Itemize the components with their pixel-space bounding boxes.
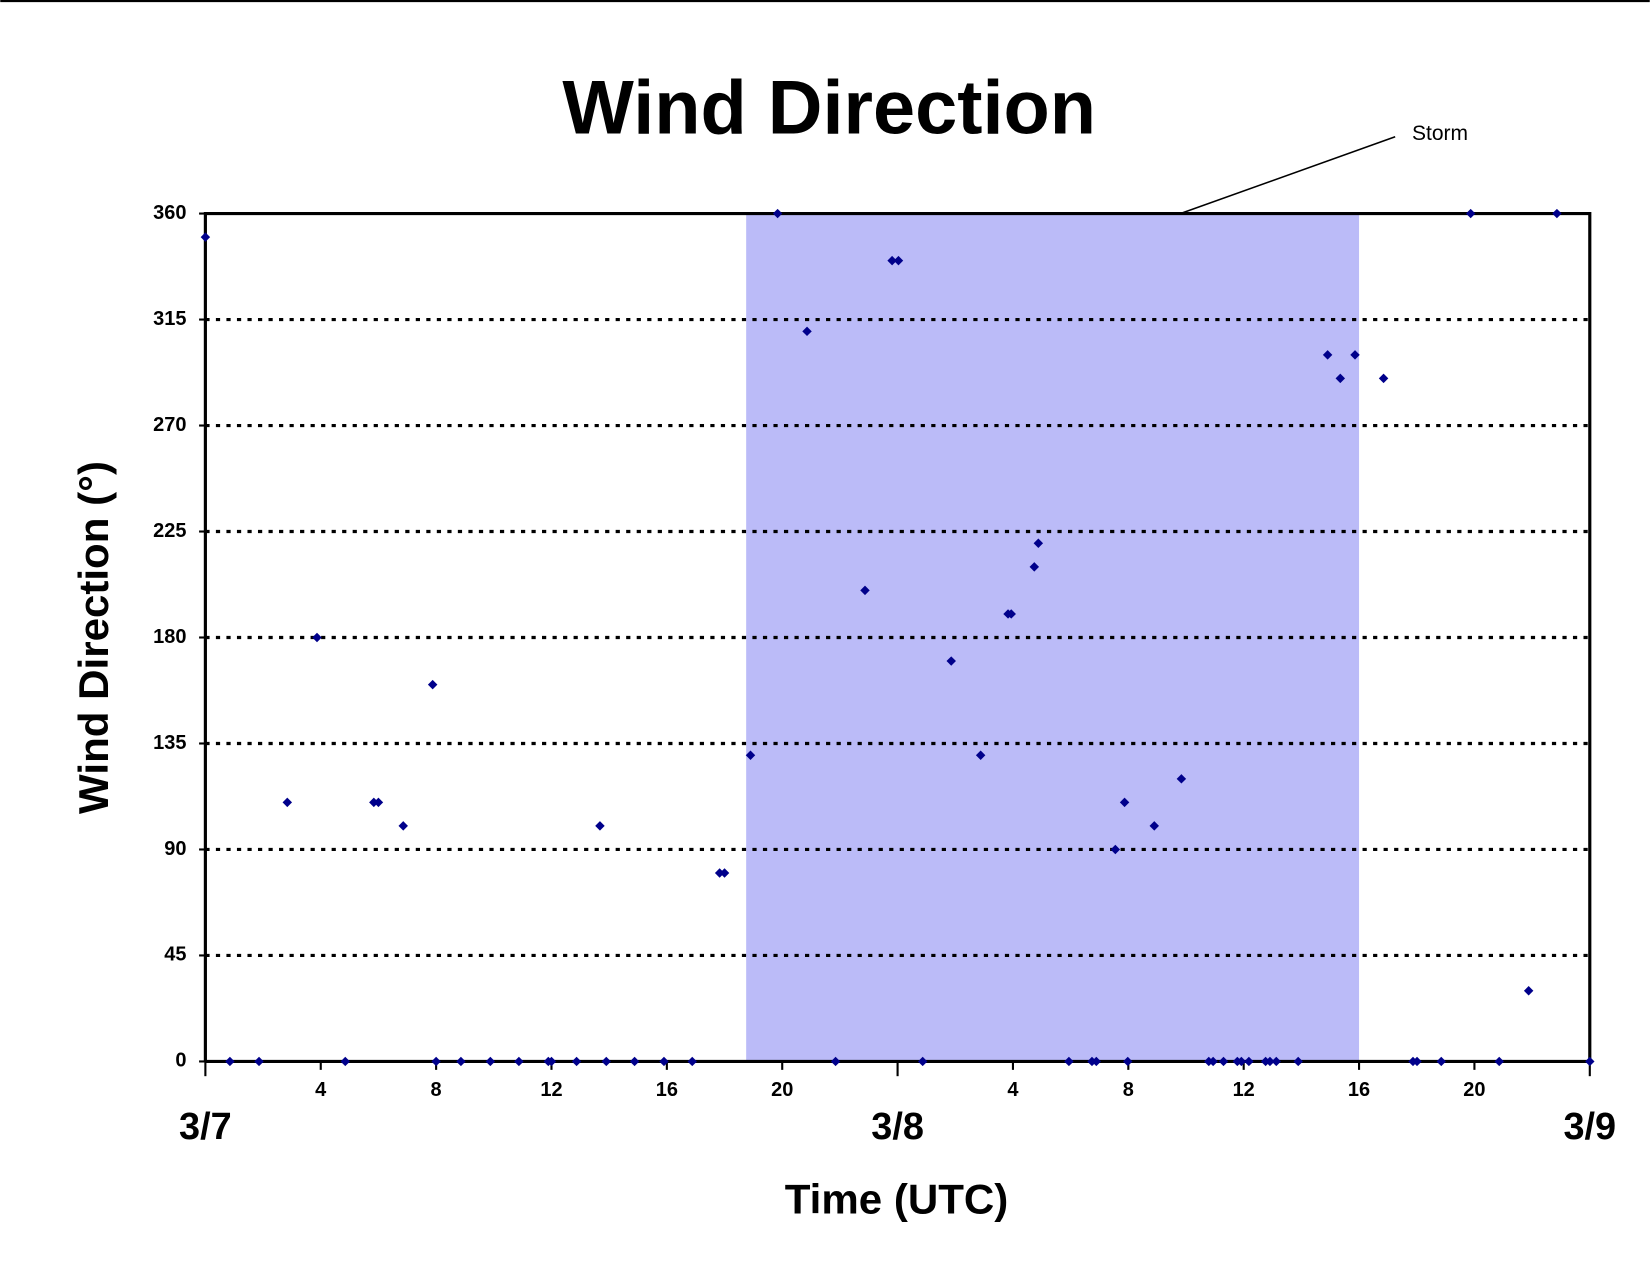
y-tick-label: 360 xyxy=(153,202,186,224)
data-point xyxy=(1091,1056,1102,1067)
y-tick-label: 270 xyxy=(153,414,186,436)
data-point xyxy=(1218,1056,1229,1067)
data-point xyxy=(946,656,956,666)
data-point xyxy=(719,868,730,878)
y-axis-label: Wind Direction (°) xyxy=(70,461,117,814)
data-point xyxy=(1244,1056,1254,1067)
data-point xyxy=(1236,1056,1247,1067)
data-point xyxy=(312,632,322,643)
data-point xyxy=(595,821,605,831)
y-tick-label: 315 xyxy=(153,308,186,330)
data-point xyxy=(1523,986,1534,996)
data-point xyxy=(1552,208,1562,219)
data-point xyxy=(1176,774,1187,784)
data-point xyxy=(373,797,384,808)
data-point xyxy=(1006,609,1016,619)
data-point xyxy=(714,868,725,878)
data-point xyxy=(1033,538,1044,549)
data-point xyxy=(772,208,783,219)
data-point xyxy=(398,821,408,831)
y-tick-label: 0 xyxy=(175,1050,186,1072)
data-point xyxy=(1350,350,1360,360)
data-point xyxy=(830,1056,841,1067)
data-point xyxy=(1378,373,1389,384)
data-point xyxy=(225,1056,235,1067)
data-point xyxy=(1208,1056,1218,1067)
data-point xyxy=(1436,1056,1446,1067)
data-point xyxy=(1064,1056,1074,1067)
x-tick-label: 16 xyxy=(656,1079,678,1101)
y-tick-label: 45 xyxy=(164,944,186,966)
data-point xyxy=(1271,1056,1282,1067)
data-point xyxy=(659,1056,669,1067)
data-point xyxy=(1585,1056,1595,1067)
data-point xyxy=(485,1056,496,1067)
data-point xyxy=(254,1056,264,1067)
data-point xyxy=(601,1056,612,1067)
x-tick-label: 20 xyxy=(1463,1079,1485,1101)
x-tick-label: 8 xyxy=(431,1079,442,1101)
day-label: 3/9 xyxy=(1563,1106,1616,1148)
x-tick-label: 4 xyxy=(315,1079,326,1101)
data-point xyxy=(514,1056,524,1067)
data-point xyxy=(1293,1056,1303,1067)
data-point xyxy=(629,1056,640,1067)
annotation-leader xyxy=(1180,136,1396,215)
annotation: Storm xyxy=(1412,122,1468,145)
y-tick-label: 225 xyxy=(153,520,186,542)
data-point xyxy=(1119,797,1130,808)
data-point xyxy=(1494,1056,1504,1067)
data-point xyxy=(431,1056,441,1067)
data-point xyxy=(340,1056,351,1067)
data-point xyxy=(456,1056,466,1067)
data-point xyxy=(1265,1056,1275,1067)
data-point xyxy=(282,797,293,808)
x-axis-label: Time (UTC) xyxy=(785,1176,1009,1223)
data-point xyxy=(1465,208,1476,219)
data-point xyxy=(1123,1056,1133,1067)
data-point xyxy=(1335,373,1346,384)
data-point xyxy=(1029,562,1040,572)
chart-title: Wind Direction xyxy=(562,66,1096,151)
x-tick-label: 16 xyxy=(1348,1079,1370,1101)
x-tick-label: 8 xyxy=(1123,1079,1134,1101)
data-point xyxy=(1322,350,1333,360)
data-point xyxy=(1412,1056,1422,1067)
data-point xyxy=(200,232,211,242)
y-tick-label: 135 xyxy=(153,732,186,754)
x-tick-label: 12 xyxy=(1233,1079,1255,1101)
data-point xyxy=(546,1056,557,1067)
x-tick-label: 20 xyxy=(771,1079,793,1101)
y-tick-label: 90 xyxy=(164,838,186,860)
x-tick-label: 4 xyxy=(1007,1079,1018,1101)
data-point xyxy=(571,1056,582,1067)
data-point xyxy=(427,679,438,690)
y-tick-label: 180 xyxy=(153,626,186,648)
x-tick-label: 12 xyxy=(540,1079,562,1101)
data-point xyxy=(687,1056,697,1067)
day-label: 3/8 xyxy=(871,1106,924,1148)
day-label: 3/7 xyxy=(179,1106,232,1148)
